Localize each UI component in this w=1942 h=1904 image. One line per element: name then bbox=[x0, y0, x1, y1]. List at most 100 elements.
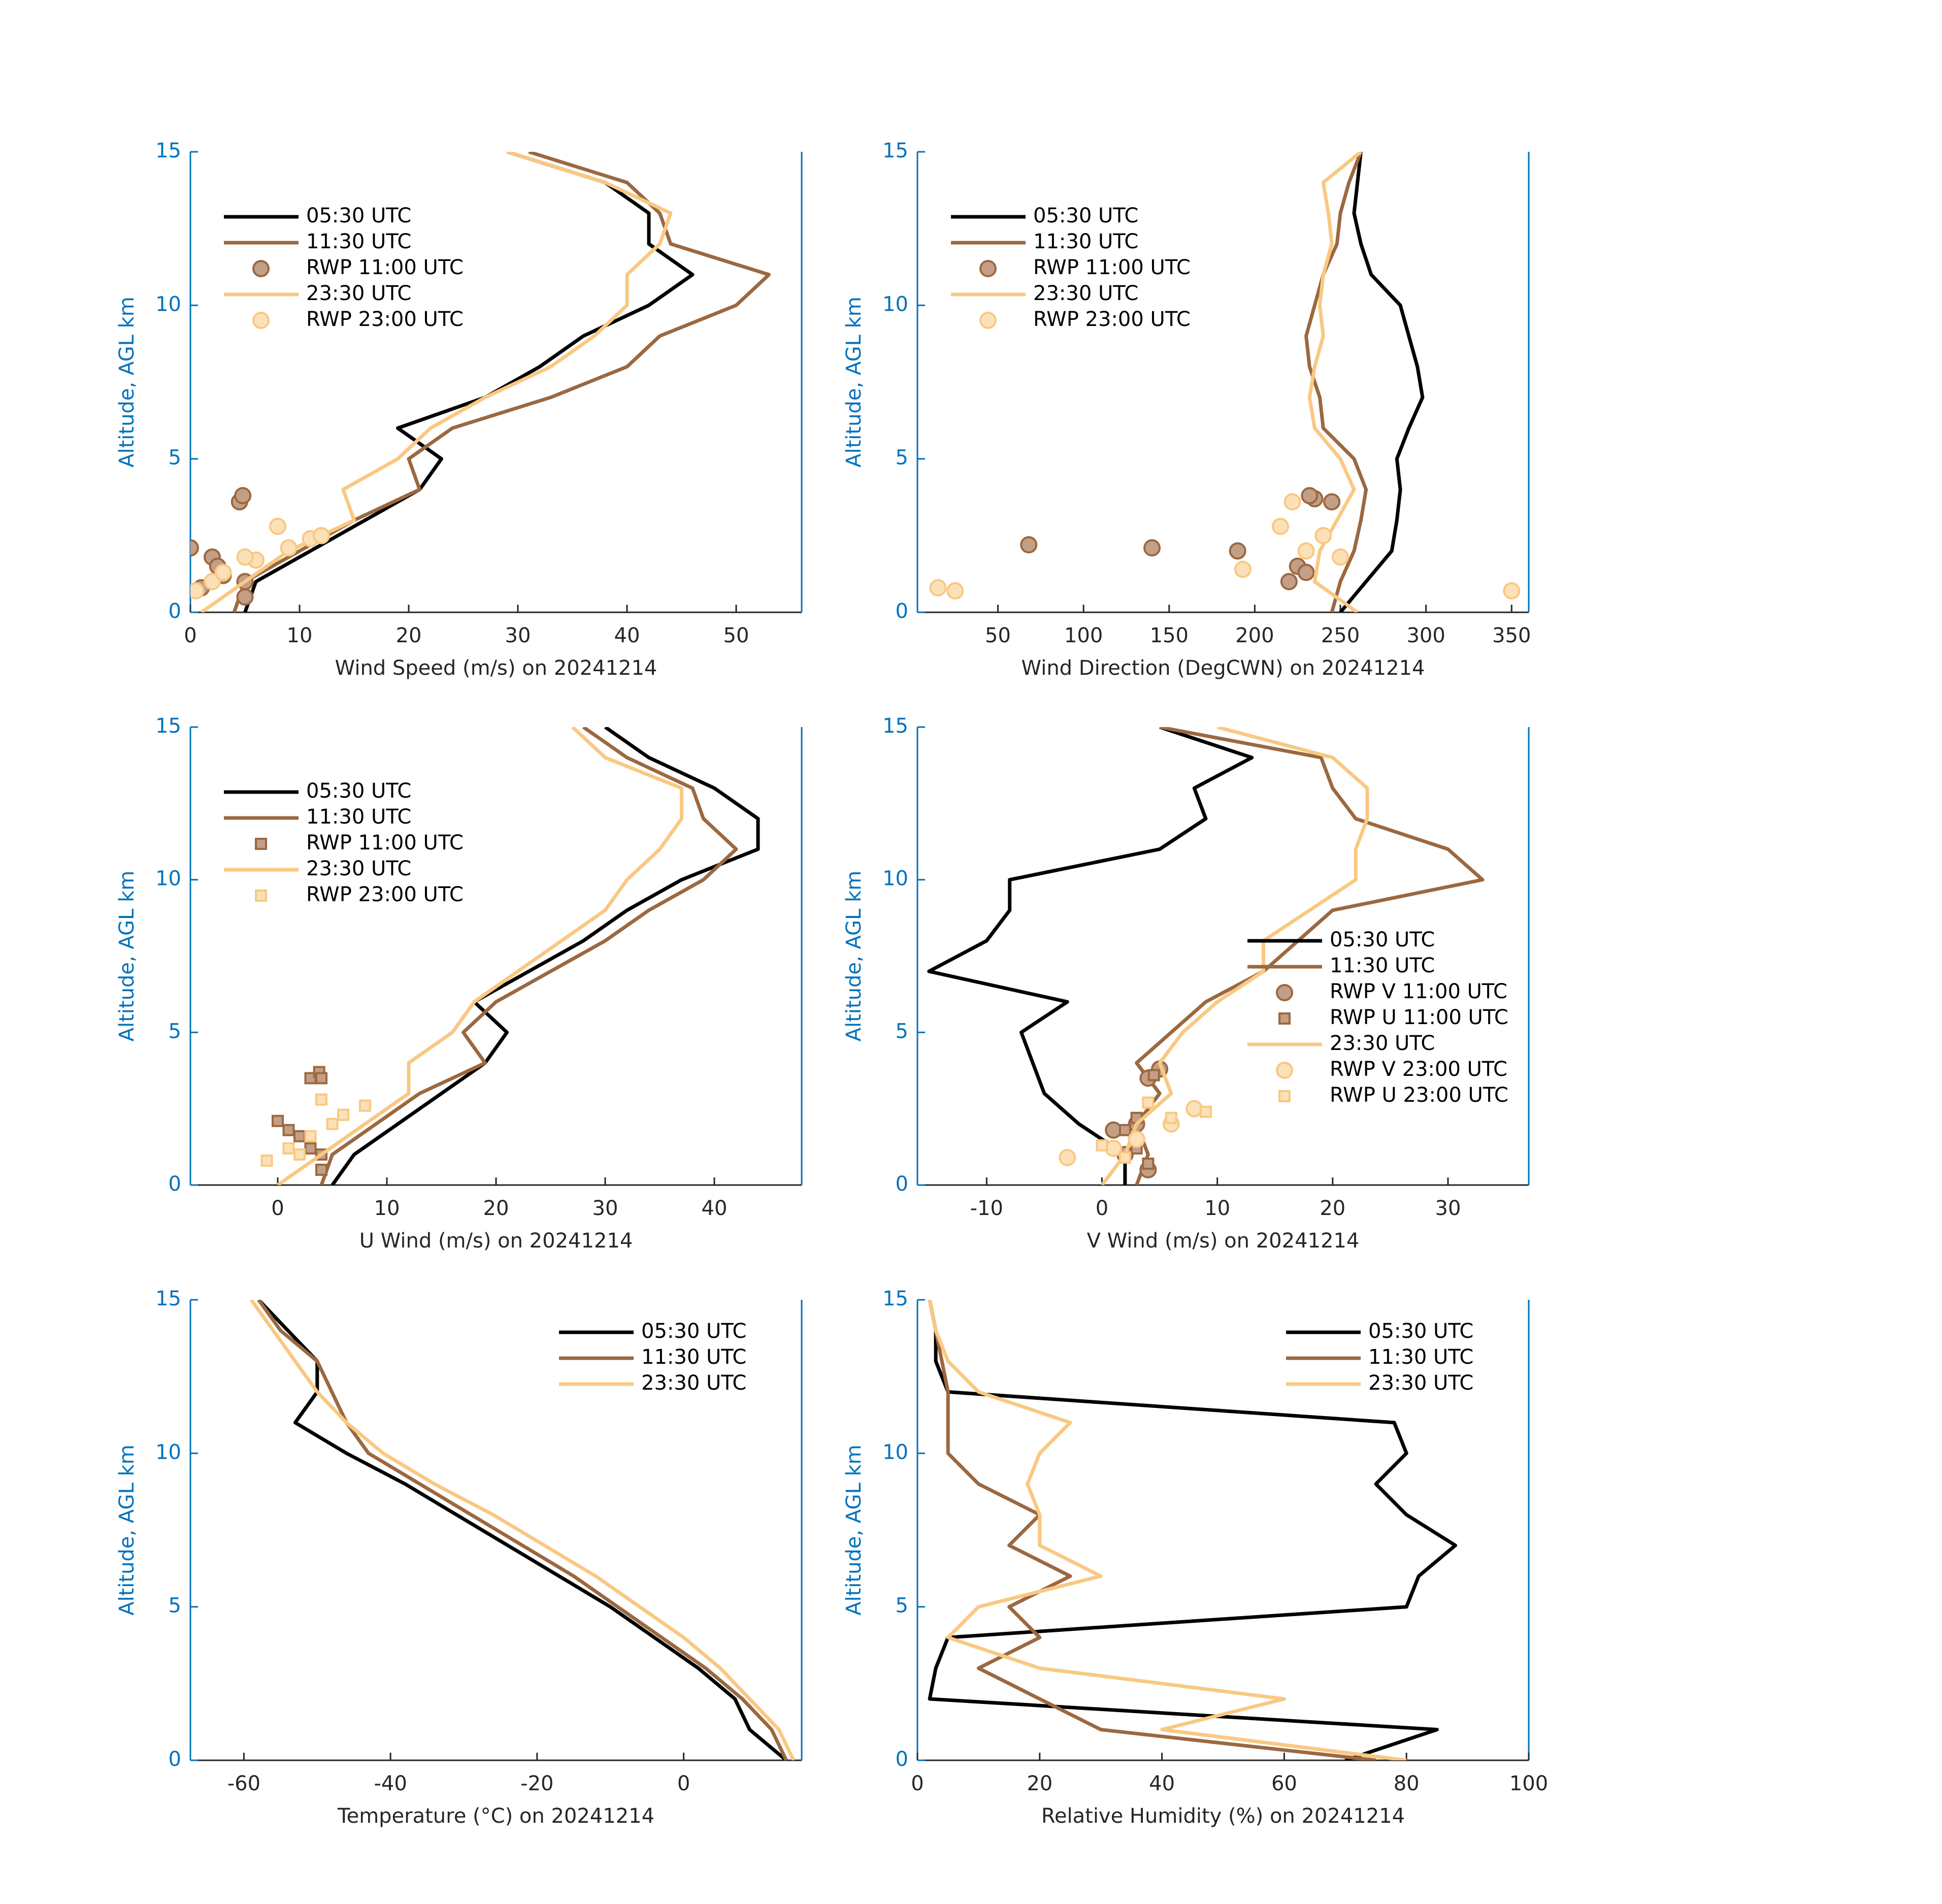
profile-line bbox=[257, 1300, 788, 1760]
profile-line bbox=[1307, 152, 1362, 612]
y-tick-label: 5 bbox=[896, 446, 908, 470]
rwp-point bbox=[1186, 1100, 1203, 1118]
legend-label: 11:30 UTC bbox=[1330, 954, 1435, 977]
rwp-point bbox=[1142, 1157, 1155, 1170]
legend-label: RWP V 11:00 UTC bbox=[1330, 980, 1507, 1003]
panel: 0 20 40 60 80 100 0 5 10 15 Relative Humidity (%) … bbox=[842, 1287, 1548, 1828]
x-axis-label: U Wind (m/s) on 20241214 bbox=[359, 1229, 633, 1253]
x-tick-label: 50 bbox=[723, 624, 749, 647]
legend-label: 23:30 UTC bbox=[306, 282, 411, 305]
x-tick-label: 10 bbox=[287, 624, 313, 647]
legend-label: 11:30 UTC bbox=[306, 805, 411, 829]
y-tick-label: 15 bbox=[155, 139, 181, 162]
y-tick-label: 15 bbox=[155, 1287, 181, 1310]
x-tick-label: -10 bbox=[970, 1197, 1003, 1220]
rwp-point bbox=[1283, 493, 1301, 511]
legend-label: RWP 23:00 UTC bbox=[306, 883, 464, 906]
rwp-point bbox=[293, 1130, 306, 1142]
rwp-point bbox=[1147, 1069, 1160, 1081]
plot-area bbox=[929, 152, 1521, 612]
x-tick-label: 0 bbox=[1096, 1197, 1108, 1220]
plot-area bbox=[260, 727, 760, 1185]
profile-line bbox=[928, 1300, 1457, 1760]
plot-area bbox=[249, 1300, 796, 1760]
legend-label: RWP V 23:00 UTC bbox=[1330, 1058, 1507, 1081]
x-tick-label: 50 bbox=[985, 624, 1011, 647]
legend-label: RWP 23:00 UTC bbox=[1033, 308, 1191, 331]
x-tick-label: 0 bbox=[184, 624, 196, 647]
rwp-point bbox=[1096, 1139, 1108, 1152]
legend-label: 23:30 UTC bbox=[1368, 1371, 1473, 1395]
profile-line bbox=[331, 727, 760, 1185]
x-tick-label: 300 bbox=[1406, 624, 1445, 647]
x-axis-label: Temperature (°C) on 20241214 bbox=[337, 1804, 654, 1828]
y-tick-label: 10 bbox=[155, 867, 181, 891]
rwp-point bbox=[1059, 1148, 1076, 1166]
rwp-point bbox=[190, 539, 199, 557]
y-tick-label: 15 bbox=[155, 714, 181, 738]
rwp-point bbox=[1314, 527, 1332, 544]
y-tick-label: 0 bbox=[896, 1172, 908, 1196]
y-tick-label: 0 bbox=[169, 1748, 181, 1771]
profile-line bbox=[319, 727, 738, 1185]
y-axis-label: Altitude, AGL km bbox=[842, 297, 866, 468]
legend-label: 05:30 UTC bbox=[306, 204, 411, 227]
y-tick-label: 0 bbox=[169, 600, 181, 623]
rwp-point bbox=[313, 527, 330, 544]
rwp-point bbox=[315, 1163, 327, 1176]
rwp-point bbox=[1323, 493, 1341, 511]
legend-label: 05:30 UTC bbox=[1368, 1320, 1473, 1343]
legend-label: 05:30 UTC bbox=[1033, 204, 1138, 227]
profile-line bbox=[1100, 727, 1369, 1185]
rwp-point bbox=[1128, 1130, 1145, 1148]
rwp-point bbox=[1301, 487, 1319, 505]
legend-label: 23:30 UTC bbox=[1033, 282, 1138, 305]
rwp-point bbox=[337, 1108, 349, 1121]
x-tick-label: 60 bbox=[1271, 1772, 1297, 1795]
x-tick-label: 10 bbox=[374, 1197, 400, 1220]
legend-label: 11:30 UTC bbox=[306, 230, 411, 253]
x-tick-label: 30 bbox=[593, 1197, 618, 1220]
x-axis-label: Relative Humidity (%) on 20241214 bbox=[1041, 1804, 1405, 1828]
rwp-point bbox=[1503, 582, 1521, 600]
profile-line bbox=[1135, 727, 1485, 1185]
y-tick-label: 5 bbox=[896, 1594, 908, 1618]
y-tick-label: 5 bbox=[169, 1020, 181, 1043]
rwp-point bbox=[1143, 539, 1161, 557]
x-tick-label: 20 bbox=[483, 1197, 509, 1220]
y-tick-label: 0 bbox=[896, 1748, 908, 1771]
x-tick-label: 100 bbox=[1509, 1772, 1548, 1795]
legend-label: RWP U 23:00 UTC bbox=[1330, 1084, 1508, 1107]
rwp-point bbox=[304, 1142, 317, 1155]
panel: 50 100 150 200 250 300 350 0 5 10 15 Wind Direction… bbox=[842, 139, 1531, 680]
rwp-point bbox=[1332, 548, 1349, 566]
panel: -10 0 10 20 30 0 5 10 15 V Wind (m/s) on 20241214… bbox=[842, 714, 1530, 1253]
profile-line bbox=[1339, 152, 1425, 612]
y-tick-label: 10 bbox=[882, 292, 908, 316]
rwp-point bbox=[326, 1118, 339, 1130]
rwp-point bbox=[1142, 1096, 1155, 1109]
rwp-point bbox=[359, 1099, 371, 1112]
legend-label: 11:30 UTC bbox=[1368, 1345, 1473, 1369]
panel: 0 10 20 30 40 0 5 10 15 U Wind (m/s) on 20241214 A… bbox=[115, 714, 803, 1253]
rwp-point bbox=[272, 1114, 284, 1127]
y-tick-label: 5 bbox=[896, 1020, 908, 1043]
legend-label: RWP U 11:00 UTC bbox=[1330, 1006, 1508, 1029]
y-tick-label: 0 bbox=[169, 1172, 181, 1196]
plot-area bbox=[928, 1300, 1457, 1760]
x-tick-label: 40 bbox=[702, 1197, 728, 1220]
plot-area bbox=[190, 152, 771, 612]
y-tick-label: 15 bbox=[882, 139, 908, 162]
rwp-point bbox=[190, 582, 205, 600]
rwp-point bbox=[946, 582, 964, 600]
rwp-point bbox=[1118, 1151, 1131, 1164]
legend-label: 23:30 UTC bbox=[306, 857, 411, 880]
x-tick-label: 350 bbox=[1492, 624, 1531, 647]
profile-line bbox=[276, 727, 683, 1185]
x-tick-label: 200 bbox=[1235, 624, 1274, 647]
y-tick-label: 10 bbox=[882, 867, 908, 891]
rwp-point bbox=[1234, 561, 1252, 578]
